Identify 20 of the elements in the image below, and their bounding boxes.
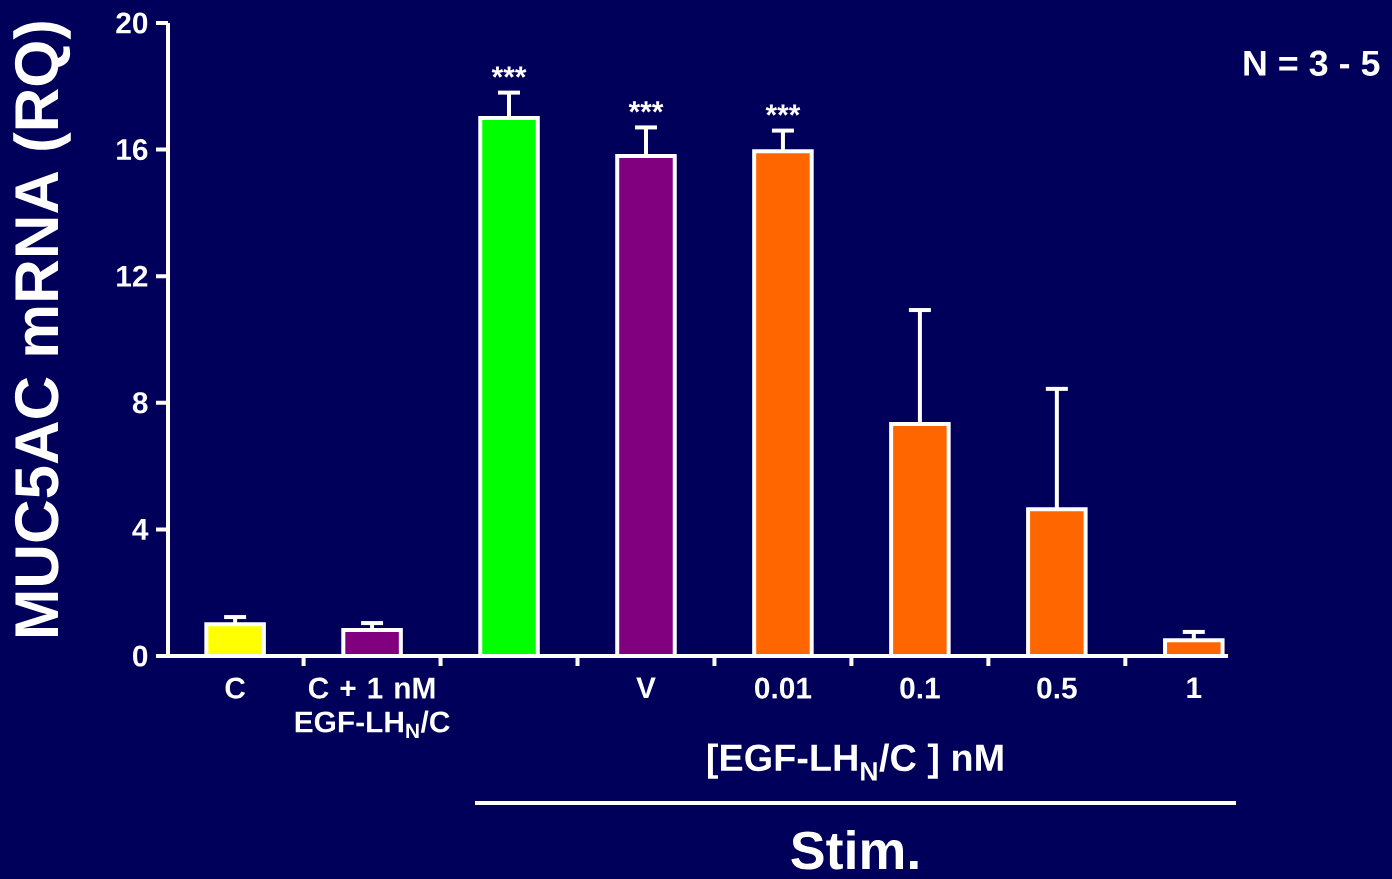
x-tick-label: 0.5 [1037, 677, 1077, 699]
text: Stim. [791, 830, 918, 870]
y-axis-title: MUC5AC mRNA (RQ) [13, 22, 71, 636]
text: N = 3 - 5 [1244, 50, 1380, 76]
data-label: *** [491, 66, 527, 78]
x-tick-label: 1 [1187, 677, 1202, 699]
data-label: *** [628, 101, 664, 113]
y-tick-label: 4 [132, 519, 149, 540]
y-tick-label: 12 [117, 265, 148, 287]
y-tick-label: 16 [117, 139, 148, 161]
y-tick-label: 20 [116, 12, 148, 34]
x-tick-label: 0.1 [900, 677, 940, 699]
x-axis-title: [EGF-LH$_{N}$/C ] nM [707, 743, 1003, 781]
x-tick-label: V [636, 677, 656, 699]
data-label: *** [765, 104, 801, 116]
x-tick-label: 0.01 [755, 677, 812, 699]
x-tick-label: C [225, 677, 246, 699]
y-tick-label: 8 [132, 392, 148, 414]
x-tick-label: C + 1 nM EGF-LH$_{N}$/C [295, 677, 450, 739]
y-tick-label: 0 [133, 645, 148, 667]
